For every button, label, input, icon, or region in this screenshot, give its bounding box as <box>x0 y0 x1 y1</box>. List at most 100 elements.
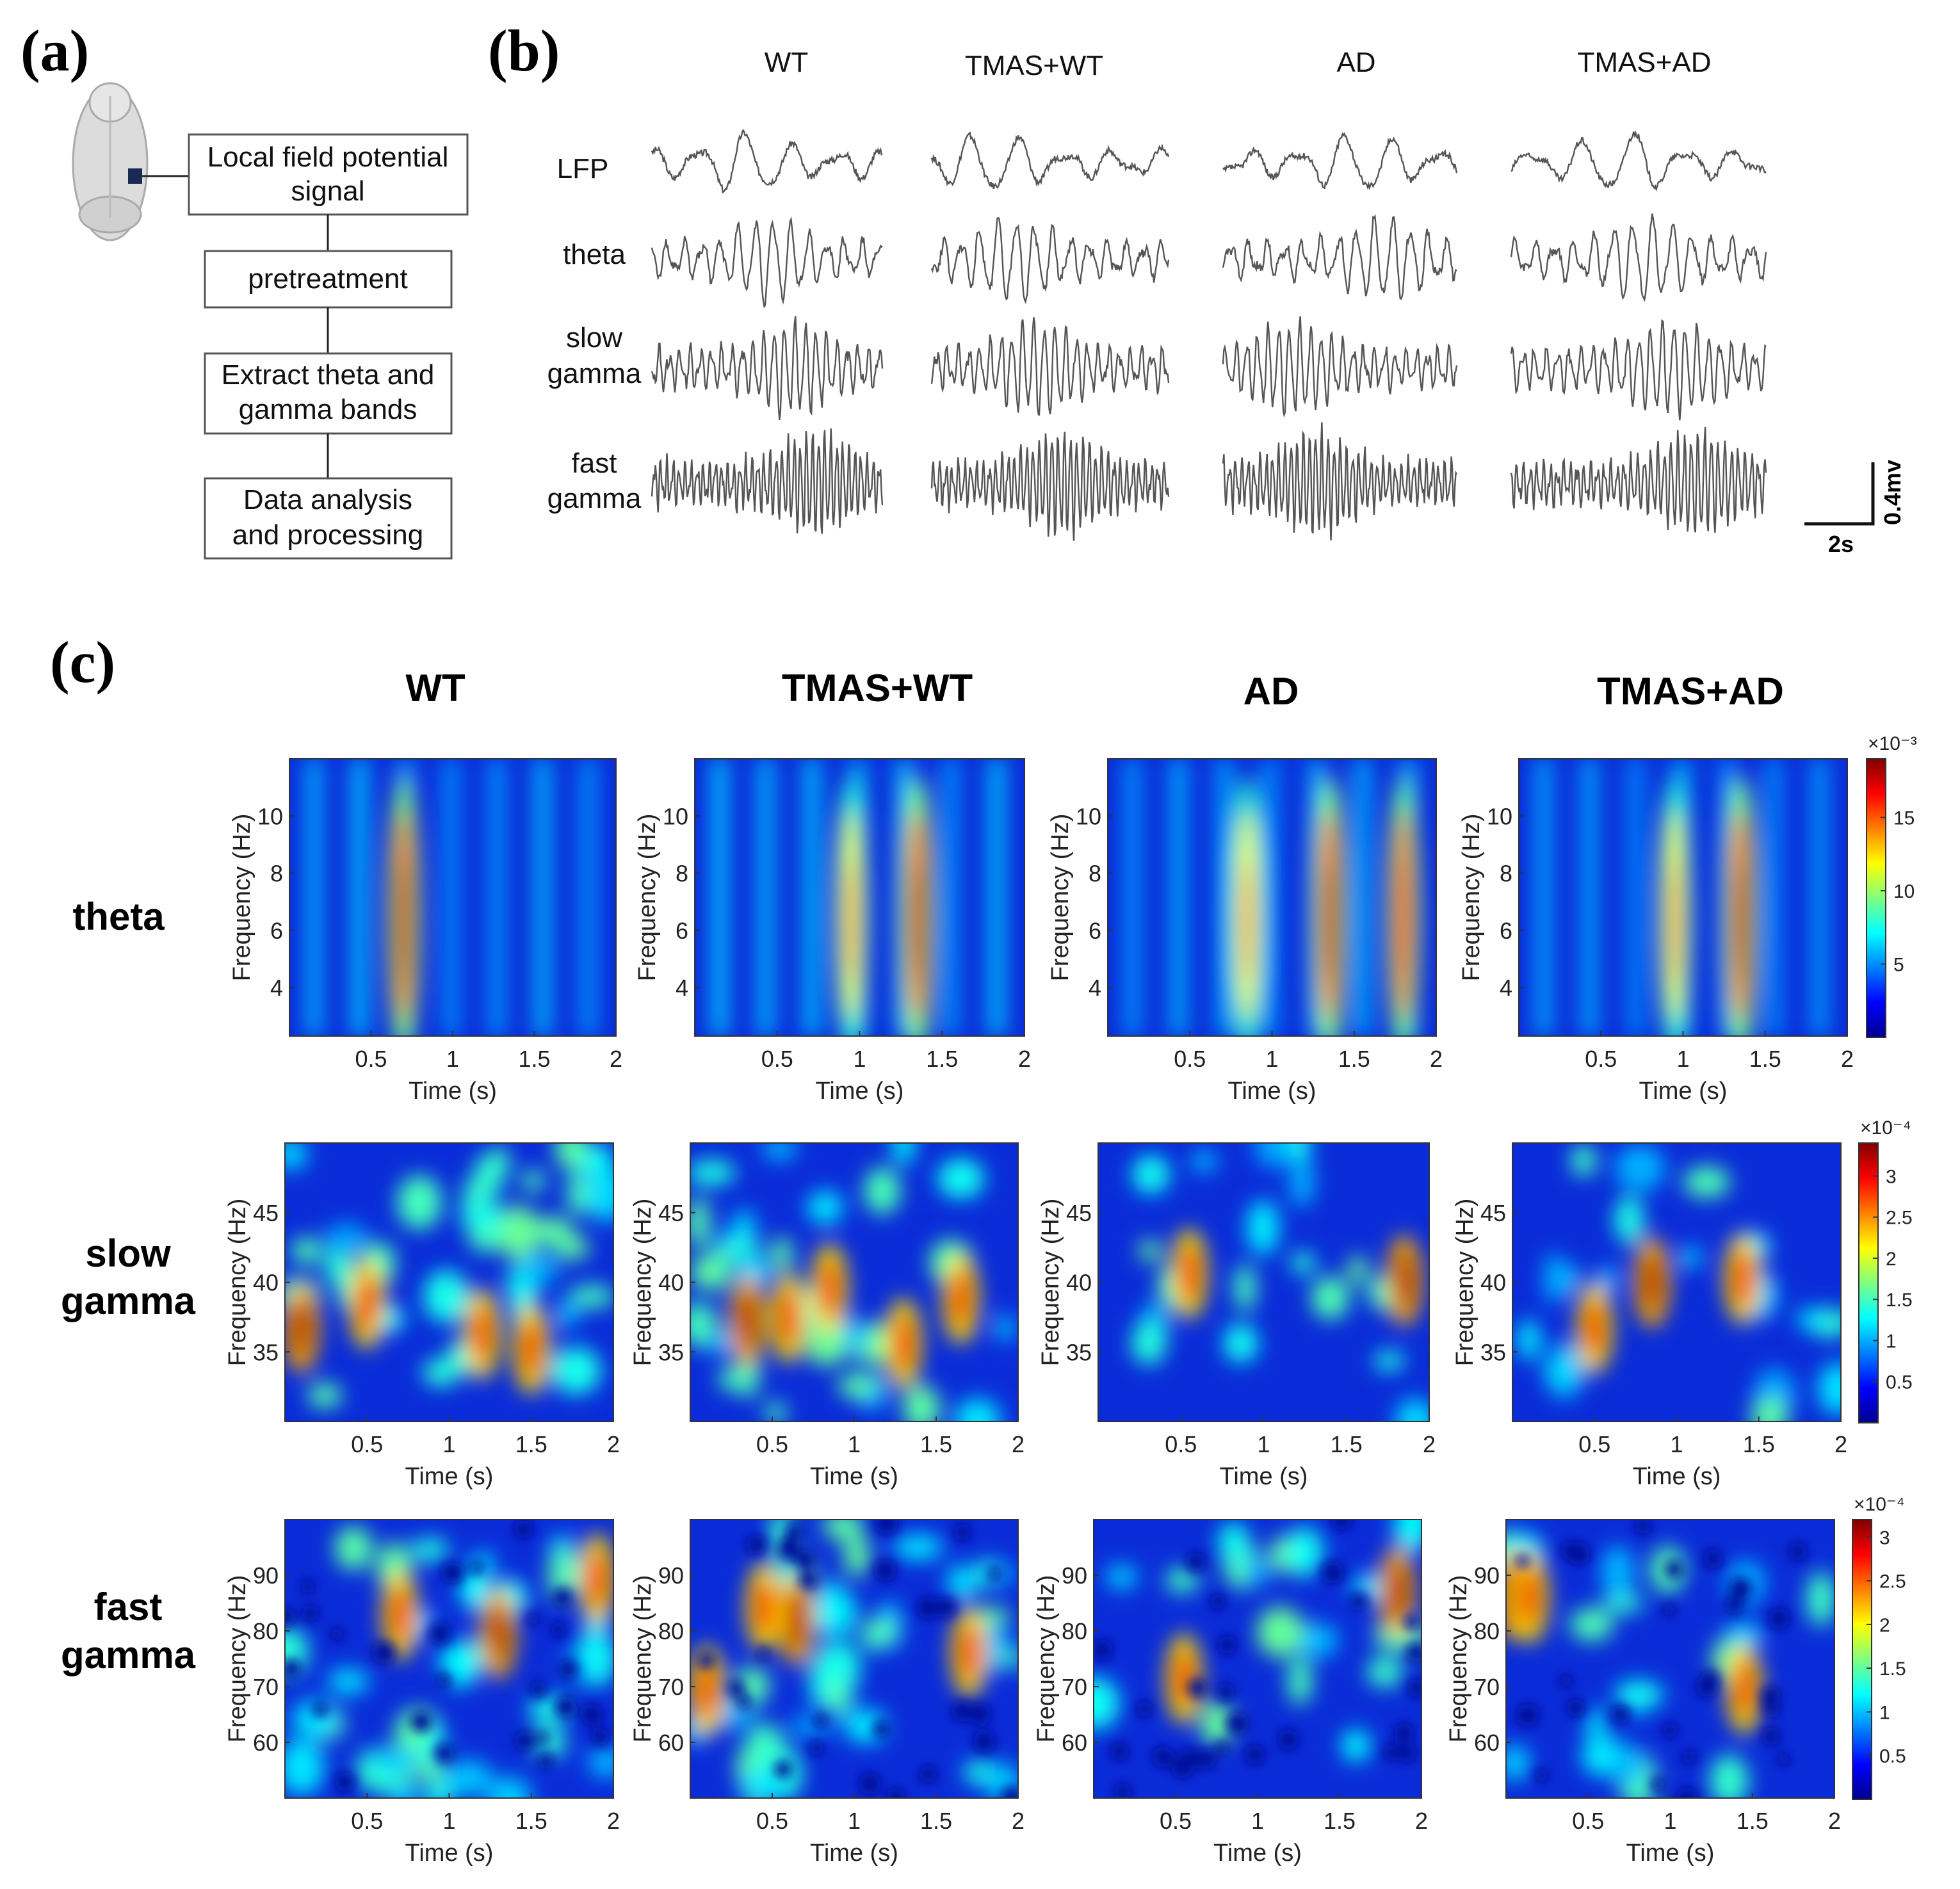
power-blob <box>1245 1557 1272 1585</box>
column-title-tmas-wt: TMAS+WT <box>782 667 973 709</box>
power-blob <box>1165 1568 1199 1593</box>
colorbar-tick-label: 0.5 <box>1886 1372 1913 1393</box>
x-tick-label: 0.5 <box>761 1046 793 1072</box>
low-power-dot <box>1350 1592 1368 1611</box>
power-peak <box>786 1589 807 1651</box>
power-blob <box>1105 1564 1138 1589</box>
power-blob <box>1544 1252 1562 1305</box>
power-blob <box>285 1739 325 1796</box>
power-blob <box>772 1236 793 1272</box>
spectrogram-theta-wt <box>289 759 616 1036</box>
x-tick-label: 1 <box>848 1431 861 1457</box>
spectral-band <box>1124 759 1141 1036</box>
low-power-dot <box>1634 1520 1651 1535</box>
spectrogram-theta-tmas-wt <box>695 759 1025 1036</box>
spectral-band <box>942 759 959 1036</box>
power-blob <box>324 1223 368 1253</box>
y-tick-label: 6 <box>1500 918 1512 944</box>
y-tick-label: 45 <box>1066 1200 1092 1226</box>
power-peak <box>1669 861 1681 984</box>
low-power-dot <box>441 1562 464 1584</box>
spectral-band <box>489 759 505 1036</box>
power-peak <box>1520 1566 1541 1628</box>
power-blob <box>1571 1144 1596 1177</box>
power-peak <box>737 1290 758 1352</box>
y-tick-label: 80 <box>658 1618 684 1644</box>
x-tick-label: 1 <box>1670 1431 1683 1457</box>
low-power-dot <box>795 1550 816 1570</box>
low-power-dot <box>1110 1742 1129 1761</box>
scale-bar-voltage: 0.4mv <box>1879 460 1906 525</box>
scale-bar: 2s 0.4mv <box>1804 460 1906 557</box>
power-blob <box>1000 1647 1018 1669</box>
x-tick-label: 1.5 <box>1324 1808 1356 1834</box>
y-tick-label: 35 <box>658 1339 684 1365</box>
low-power-dot <box>1215 1740 1229 1756</box>
low-power-dot <box>285 1607 296 1626</box>
x-axis-label: Time (s) <box>1220 1463 1308 1490</box>
spectrogram-fast-gamma-tmas-wt <box>690 1520 1018 1798</box>
x-tick-label: 2 <box>1415 1808 1428 1834</box>
trace-header-ad: AD <box>1336 47 1375 78</box>
low-power-dot <box>1725 1596 1743 1614</box>
power-blob <box>1373 1351 1405 1371</box>
power-blob <box>1201 1701 1235 1747</box>
x-tick-label: 2 <box>1012 1808 1025 1834</box>
colorbar-tick-label: 2.5 <box>1886 1208 1913 1229</box>
power-blob <box>903 1384 941 1422</box>
trace-row-slow-gamma-line1: slow <box>566 322 622 353</box>
low-power-dot <box>1662 1603 1676 1617</box>
low-power-dot <box>727 1679 745 1697</box>
lfp-trace <box>651 428 884 534</box>
low-power-dot <box>1559 1674 1573 1688</box>
power-blob <box>1570 1608 1614 1641</box>
low-power-dot <box>1245 1744 1265 1765</box>
y-tick-label: 60 <box>1474 1730 1500 1756</box>
low-power-dot <box>1729 1577 1753 1600</box>
colorbar-tick-label: 2 <box>1886 1249 1897 1270</box>
power-peak <box>1733 1658 1754 1720</box>
power-blob <box>1218 1522 1249 1562</box>
power-blob <box>864 1619 896 1644</box>
low-power-dot <box>553 1587 572 1607</box>
power-blob <box>1603 1593 1643 1614</box>
power-peak <box>1386 1561 1407 1623</box>
x-tick-label: 2 <box>1430 1046 1443 1072</box>
power-peak <box>893 1313 914 1375</box>
column-title-wt: WT <box>405 667 465 709</box>
low-power-dot <box>330 1627 344 1641</box>
y-tick-label: 4 <box>1500 975 1512 1001</box>
low-power-dot <box>1534 1768 1549 1783</box>
y-tick-label: 35 <box>1480 1339 1506 1365</box>
power-peak <box>1241 861 1254 984</box>
power-blob <box>474 1154 502 1201</box>
power-blob <box>1394 1520 1421 1551</box>
low-power-dot <box>302 1605 320 1622</box>
lfp-trace <box>1510 426 1767 533</box>
y-tick-label: 8 <box>1500 861 1512 887</box>
mouse-brain-icon <box>72 82 149 241</box>
power-blob <box>1291 1252 1315 1275</box>
column-title-tmas-ad: TMAS+AD <box>1597 670 1784 713</box>
colorbar <box>1866 758 1886 1038</box>
power-blob <box>440 1640 480 1688</box>
colorbar-tick-label: 1.5 <box>1879 1658 1906 1680</box>
y-tick-label: 80 <box>1062 1618 1087 1644</box>
y-tick-label: 45 <box>658 1200 684 1226</box>
x-tick-label: 0.5 <box>351 1808 383 1834</box>
x-tick-label: 0.5 <box>1585 1046 1617 1072</box>
power-blob <box>1254 1143 1291 1169</box>
power-peak <box>291 1297 312 1359</box>
low-power-dot <box>1321 1561 1344 1584</box>
y-tick-label: 40 <box>1480 1270 1506 1296</box>
x-tick-label: 1.5 <box>515 1431 547 1457</box>
x-axis-label: Time (s) <box>1213 1840 1302 1867</box>
low-power-dot <box>953 1523 971 1541</box>
spectral-band <box>757 759 774 1036</box>
power-blob <box>1366 1656 1403 1687</box>
power-blob <box>396 1175 442 1230</box>
x-tick-label: 0.5 <box>1160 1808 1192 1834</box>
low-power-dot <box>1776 1753 1790 1766</box>
x-tick-label: 1 <box>442 1808 455 1834</box>
x-axis-label: Time (s) <box>1639 1078 1728 1105</box>
